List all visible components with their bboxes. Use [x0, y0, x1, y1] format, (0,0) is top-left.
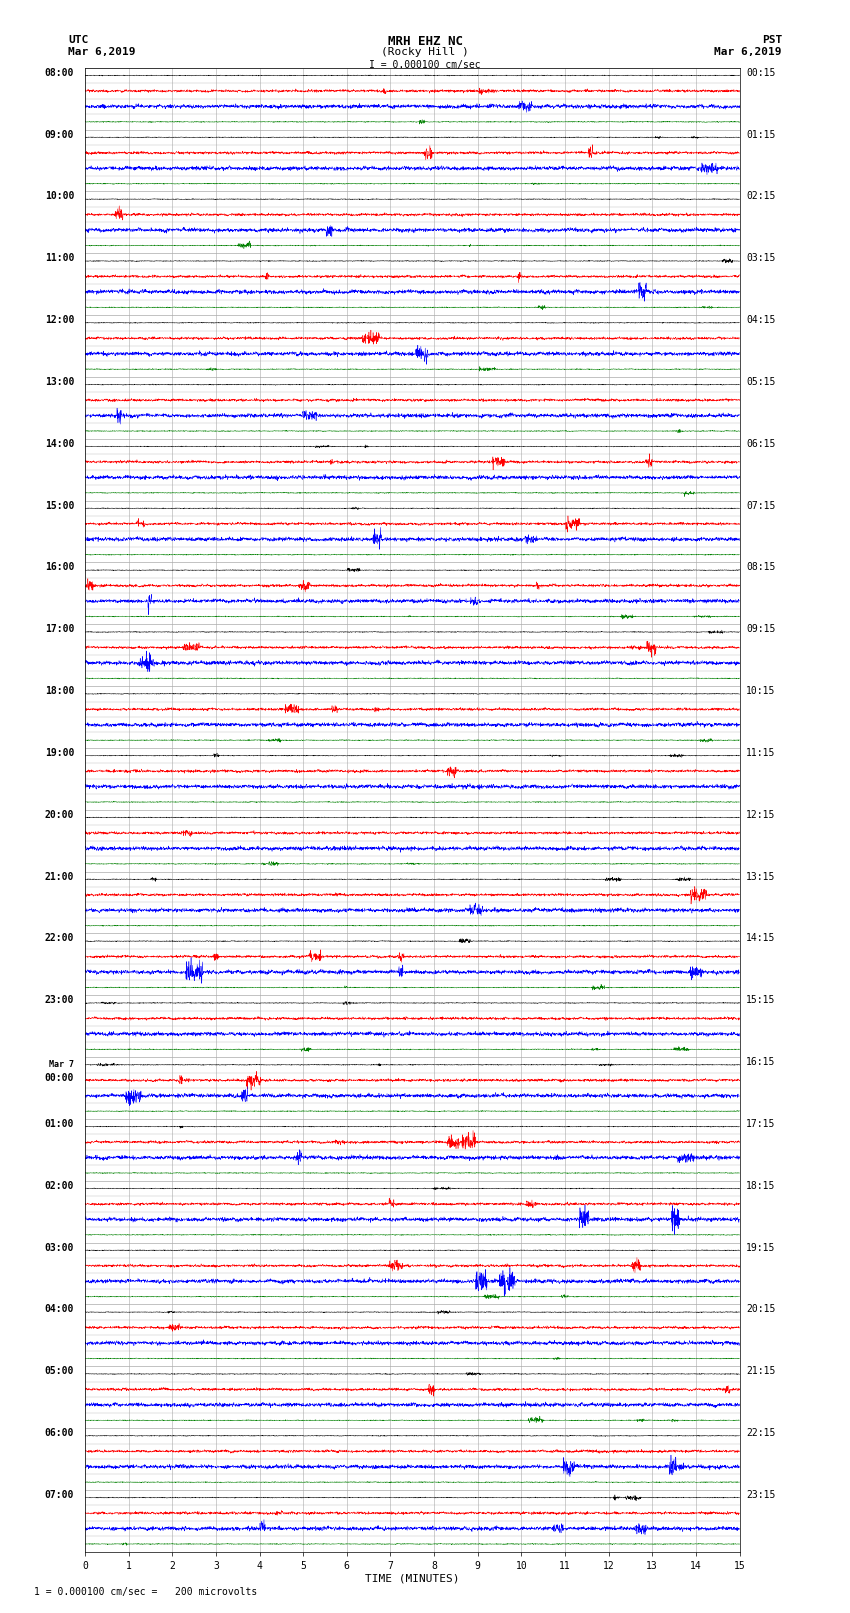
- Text: 17:00: 17:00: [45, 624, 74, 634]
- Text: 14:15: 14:15: [746, 934, 775, 944]
- Text: Mar 6,2019: Mar 6,2019: [715, 47, 782, 56]
- Text: 06:00: 06:00: [45, 1428, 74, 1439]
- Text: 07:15: 07:15: [746, 500, 775, 511]
- Text: 15:15: 15:15: [746, 995, 775, 1005]
- Text: 13:15: 13:15: [746, 871, 775, 882]
- Text: 16:15: 16:15: [746, 1057, 775, 1068]
- Text: 02:00: 02:00: [45, 1181, 74, 1190]
- Text: MRH EHZ NC: MRH EHZ NC: [388, 35, 462, 48]
- Text: 21:00: 21:00: [45, 871, 74, 882]
- Text: 22:15: 22:15: [746, 1428, 775, 1439]
- Text: 02:15: 02:15: [746, 192, 775, 202]
- Text: 23:00: 23:00: [45, 995, 74, 1005]
- Text: 08:00: 08:00: [45, 68, 74, 77]
- Text: 19:15: 19:15: [746, 1242, 775, 1253]
- Text: 14:00: 14:00: [45, 439, 74, 448]
- Text: 04:15: 04:15: [746, 315, 775, 326]
- Text: 12:15: 12:15: [746, 810, 775, 819]
- Text: 15:00: 15:00: [45, 500, 74, 511]
- Text: UTC: UTC: [68, 35, 88, 45]
- Text: 08:15: 08:15: [746, 563, 775, 573]
- Text: 1 = 0.000100 cm/sec =   200 microvolts: 1 = 0.000100 cm/sec = 200 microvolts: [34, 1587, 258, 1597]
- Text: 01:15: 01:15: [746, 129, 775, 140]
- Text: 00:15: 00:15: [746, 68, 775, 77]
- Text: 00:00: 00:00: [45, 1073, 74, 1082]
- Text: 03:00: 03:00: [45, 1242, 74, 1253]
- Text: 13:00: 13:00: [45, 377, 74, 387]
- Text: 09:15: 09:15: [746, 624, 775, 634]
- Text: 04:00: 04:00: [45, 1305, 74, 1315]
- Text: 23:15: 23:15: [746, 1490, 775, 1500]
- Text: (Rocky Hill ): (Rocky Hill ): [381, 47, 469, 56]
- Text: 11:00: 11:00: [45, 253, 74, 263]
- Text: Mar 7: Mar 7: [49, 1060, 74, 1069]
- Text: 10:00: 10:00: [45, 192, 74, 202]
- Text: 07:00: 07:00: [45, 1490, 74, 1500]
- Text: 20:15: 20:15: [746, 1305, 775, 1315]
- Text: 20:00: 20:00: [45, 810, 74, 819]
- Text: 17:15: 17:15: [746, 1119, 775, 1129]
- Text: 11:15: 11:15: [746, 748, 775, 758]
- X-axis label: TIME (MINUTES): TIME (MINUTES): [365, 1574, 460, 1584]
- Text: 05:15: 05:15: [746, 377, 775, 387]
- Text: Mar 6,2019: Mar 6,2019: [68, 47, 135, 56]
- Text: 09:00: 09:00: [45, 129, 74, 140]
- Text: 12:00: 12:00: [45, 315, 74, 326]
- Text: 19:00: 19:00: [45, 748, 74, 758]
- Text: 22:00: 22:00: [45, 934, 74, 944]
- Text: I = 0.000100 cm/sec: I = 0.000100 cm/sec: [369, 60, 481, 69]
- Text: 10:15: 10:15: [746, 686, 775, 697]
- Text: PST: PST: [762, 35, 782, 45]
- Text: 18:15: 18:15: [746, 1181, 775, 1190]
- Text: 05:00: 05:00: [45, 1366, 74, 1376]
- Text: 01:00: 01:00: [45, 1119, 74, 1129]
- Text: 06:15: 06:15: [746, 439, 775, 448]
- Text: 18:00: 18:00: [45, 686, 74, 697]
- Text: 16:00: 16:00: [45, 563, 74, 573]
- Text: 21:15: 21:15: [746, 1366, 775, 1376]
- Text: 03:15: 03:15: [746, 253, 775, 263]
